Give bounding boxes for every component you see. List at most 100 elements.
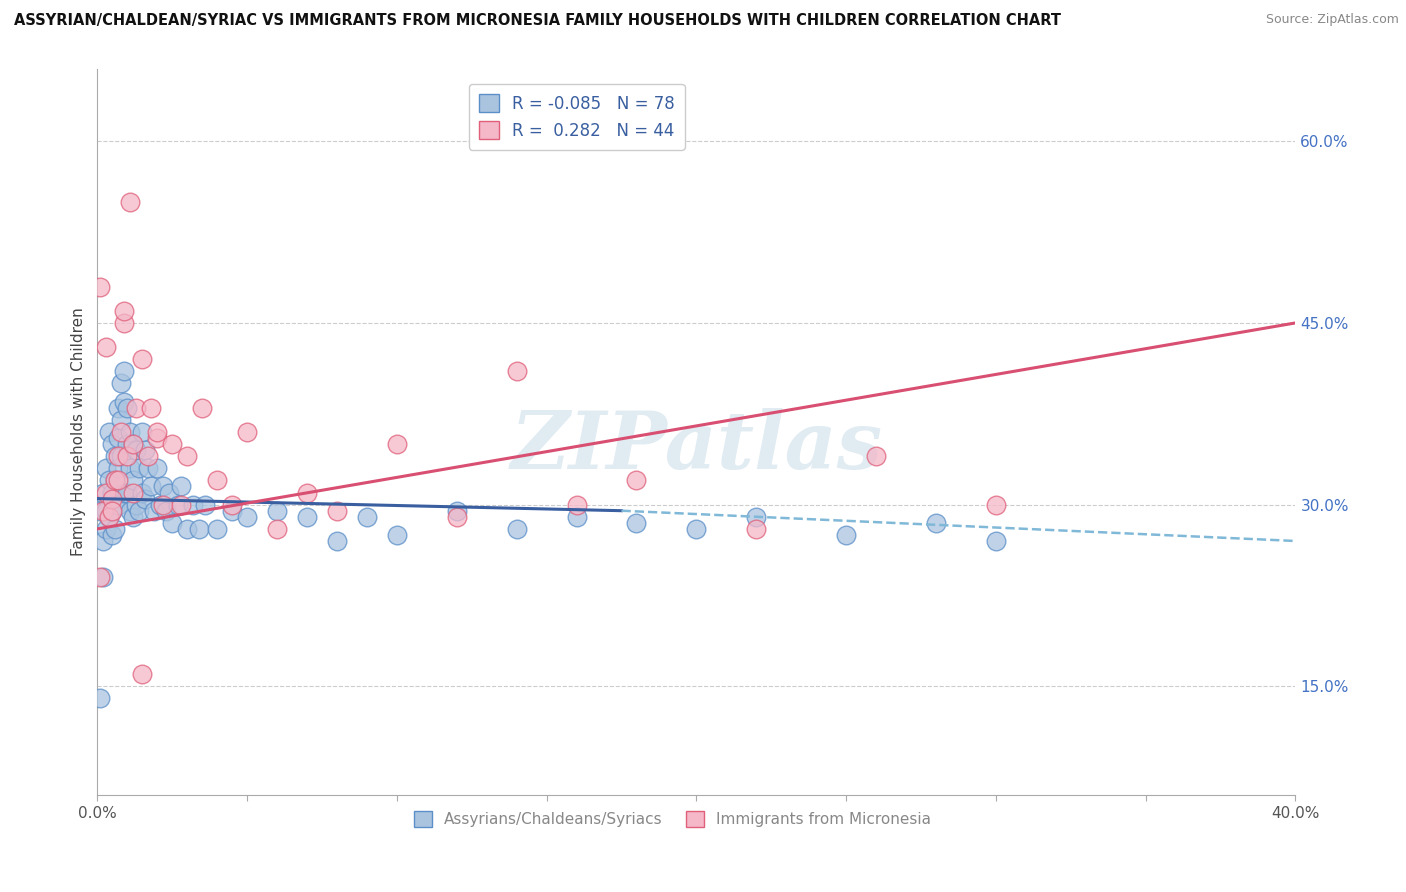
Point xyxy=(96,461,118,475)
Point xyxy=(104,474,127,488)
Point xyxy=(112,316,135,330)
Point xyxy=(89,570,111,584)
Point xyxy=(170,479,193,493)
Point xyxy=(925,516,948,530)
Point xyxy=(865,449,887,463)
Point xyxy=(101,437,124,451)
Text: Source: ZipAtlas.com: Source: ZipAtlas.com xyxy=(1265,13,1399,27)
Point xyxy=(101,485,124,500)
Point xyxy=(136,461,159,475)
Point xyxy=(149,498,172,512)
Point xyxy=(107,401,129,415)
Point xyxy=(143,504,166,518)
Point xyxy=(107,461,129,475)
Point xyxy=(160,437,183,451)
Point xyxy=(112,303,135,318)
Point xyxy=(505,364,527,378)
Point xyxy=(221,498,243,512)
Point xyxy=(446,509,468,524)
Point xyxy=(117,401,139,415)
Point xyxy=(505,522,527,536)
Point xyxy=(98,425,121,439)
Point xyxy=(104,474,127,488)
Point xyxy=(96,522,118,536)
Point xyxy=(141,479,163,493)
Point xyxy=(131,425,153,439)
Point xyxy=(104,522,127,536)
Point xyxy=(160,516,183,530)
Point xyxy=(89,504,111,518)
Point xyxy=(134,443,156,458)
Point xyxy=(120,504,142,518)
Point xyxy=(136,449,159,463)
Point xyxy=(141,401,163,415)
Point xyxy=(326,504,349,518)
Point xyxy=(385,528,408,542)
Point xyxy=(107,449,129,463)
Point xyxy=(122,437,145,451)
Point xyxy=(157,485,180,500)
Point xyxy=(626,474,648,488)
Point xyxy=(131,485,153,500)
Point xyxy=(117,449,139,463)
Point xyxy=(93,485,115,500)
Point xyxy=(125,401,148,415)
Point xyxy=(984,533,1007,548)
Point xyxy=(236,509,259,524)
Point xyxy=(205,474,228,488)
Point xyxy=(326,533,349,548)
Point xyxy=(128,504,150,518)
Point xyxy=(110,425,132,439)
Point xyxy=(104,498,127,512)
Point xyxy=(685,522,707,536)
Point xyxy=(101,491,124,506)
Point xyxy=(112,364,135,378)
Point xyxy=(835,528,858,542)
Point xyxy=(266,522,288,536)
Point xyxy=(120,461,142,475)
Point xyxy=(101,528,124,542)
Point xyxy=(626,516,648,530)
Point xyxy=(96,504,118,518)
Point xyxy=(131,667,153,681)
Point xyxy=(101,504,124,518)
Point xyxy=(745,509,768,524)
Point xyxy=(356,509,378,524)
Point xyxy=(107,431,129,445)
Point xyxy=(110,376,132,391)
Point xyxy=(266,504,288,518)
Point xyxy=(107,474,129,488)
Point xyxy=(98,509,121,524)
Point xyxy=(122,485,145,500)
Point xyxy=(131,352,153,367)
Point xyxy=(565,498,588,512)
Point xyxy=(107,498,129,512)
Point xyxy=(146,461,169,475)
Point xyxy=(984,498,1007,512)
Point xyxy=(385,437,408,451)
Point xyxy=(176,449,198,463)
Point xyxy=(125,498,148,512)
Point xyxy=(96,340,118,354)
Point xyxy=(89,691,111,706)
Point xyxy=(128,461,150,475)
Point xyxy=(146,431,169,445)
Point xyxy=(122,437,145,451)
Point xyxy=(152,479,174,493)
Point xyxy=(98,474,121,488)
Point xyxy=(96,485,118,500)
Point xyxy=(236,425,259,439)
Point xyxy=(565,509,588,524)
Point xyxy=(146,425,169,439)
Point xyxy=(295,485,318,500)
Point xyxy=(155,504,177,518)
Point xyxy=(89,279,111,293)
Point xyxy=(221,504,243,518)
Point xyxy=(117,485,139,500)
Point xyxy=(104,449,127,463)
Point xyxy=(194,498,217,512)
Point xyxy=(120,425,142,439)
Point xyxy=(110,413,132,427)
Point xyxy=(176,522,198,536)
Point xyxy=(745,522,768,536)
